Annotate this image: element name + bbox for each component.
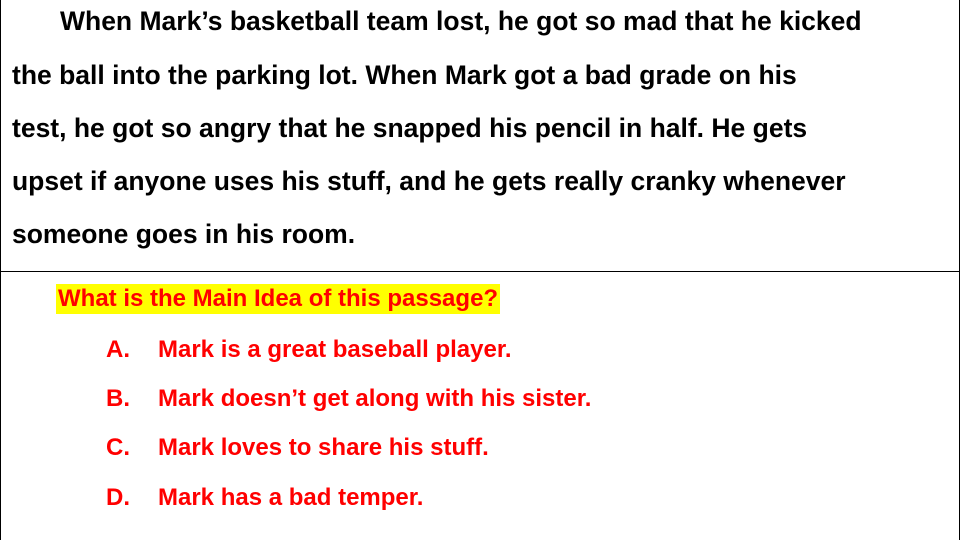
- passage-line: upset if anyone uses his stuff, and he g…: [12, 166, 846, 196]
- passage-line: test, he got so angry that he snapped hi…: [12, 113, 808, 143]
- option-letter: B.: [106, 385, 130, 412]
- passage-line: When Mark’s basketball team lost, he got…: [60, 6, 862, 36]
- option-text: Mark has a bad temper.: [158, 484, 424, 511]
- passage-line: someone goes in his room.: [12, 219, 356, 249]
- passage-box: When Mark’s basketball team lost, he got…: [0, 0, 960, 272]
- option-letter: C.: [106, 434, 130, 461]
- question-prompt: What is the Main Idea of this passage?: [56, 284, 501, 314]
- option-text: Mark is a great baseball player.: [158, 336, 512, 363]
- option-text: Mark doesn’t get along with his sister.: [158, 385, 592, 412]
- option-letter: A.: [106, 336, 130, 363]
- option-letter: D.: [106, 484, 130, 511]
- option-text: Mark loves to share his stuff.: [158, 434, 489, 461]
- passage-line: the ball into the parking lot. When Mark…: [12, 60, 797, 90]
